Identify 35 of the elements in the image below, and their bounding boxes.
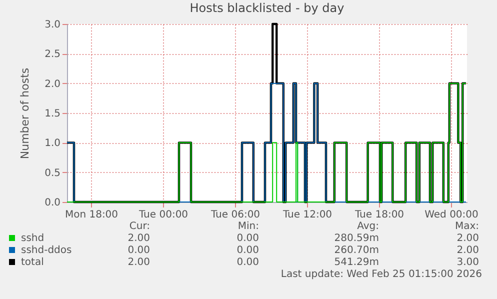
text: Avg: <box>357 221 379 232</box>
x-tick-label: Wed 00:00 <box>424 210 478 220</box>
x-tick-label: Tue 12:00 <box>282 210 332 220</box>
text: 0.00 <box>236 245 259 256</box>
y-tick-label: 1.5 <box>44 108 60 120</box>
y-tick-label: 2.5 <box>44 49 60 60</box>
text: Cur: <box>129 221 150 232</box>
y-tick-label: 0.5 <box>44 168 60 179</box>
legend-label: total <box>21 257 44 268</box>
text: 280.59m <box>334 233 379 244</box>
y-tick-label: 0.0 <box>44 198 60 208</box>
text: 541.29m <box>334 257 379 268</box>
text: 0.00 <box>128 245 150 256</box>
legend-label: sshd <box>21 233 44 244</box>
text: 2.00 <box>456 233 479 244</box>
chart-title: Hosts blacklisted - by day <box>190 1 344 15</box>
x-tick-label: Mon 18:00 <box>64 210 118 220</box>
text: 3.00 <box>456 257 479 268</box>
y-axis-title: Number of hosts <box>18 68 32 160</box>
text: Max: <box>454 221 479 232</box>
x-tick-label: Tue 18:00 <box>354 210 404 220</box>
x-tick-label: Tue 06:00 <box>210 210 260 220</box>
text: Last update: Wed Feb 25 01:15:00 2026 <box>280 269 482 280</box>
text: 2.00 <box>128 257 150 268</box>
text: Min: <box>238 221 259 232</box>
text: 0.00 <box>236 233 259 244</box>
text: 2.00 <box>128 233 150 244</box>
text: 2.00 <box>456 245 479 256</box>
text: 260.70m <box>334 245 379 256</box>
text: 0.00 <box>236 257 259 268</box>
y-tick-label: 1.0 <box>44 138 60 150</box>
x-tick-label: Tue 00:00 <box>138 210 188 220</box>
legend-label: sshd-ddos <box>21 245 72 256</box>
y-tick-label: 3.0 <box>44 20 60 30</box>
y-tick-label: 2.0 <box>44 78 60 90</box>
